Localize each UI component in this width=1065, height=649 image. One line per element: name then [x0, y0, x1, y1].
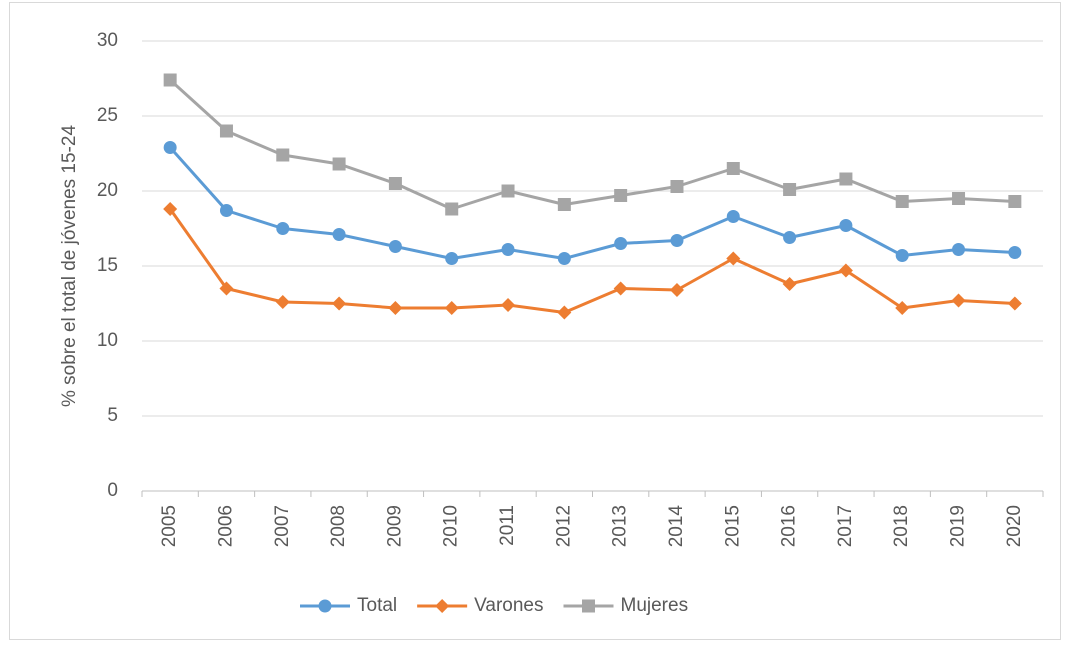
marker	[726, 251, 741, 266]
marker	[838, 263, 853, 278]
marker	[501, 243, 515, 256]
marker	[388, 240, 402, 253]
x-tick-label: 2009	[384, 505, 405, 547]
marker	[669, 283, 684, 297]
marker	[582, 599, 595, 613]
marker	[952, 192, 966, 205]
x-tick-label: 2007	[272, 505, 293, 547]
marker	[726, 210, 740, 223]
legend-item: Mujeres	[563, 595, 689, 616]
marker	[388, 177, 402, 190]
marker	[895, 249, 909, 262]
marker	[952, 243, 966, 256]
marker	[219, 281, 234, 296]
x-tick-label: 2019	[948, 505, 969, 547]
legend-label: Mujeres	[621, 595, 689, 616]
x-tick-label: 2015	[722, 505, 743, 547]
marker	[388, 301, 403, 315]
marker	[501, 184, 515, 198]
marker	[670, 234, 684, 247]
x-tick-label: 2012	[553, 505, 574, 547]
marker	[219, 124, 233, 138]
marker	[445, 202, 459, 216]
marker	[276, 148, 290, 162]
marker	[501, 298, 516, 312]
y-tick-label: 30	[97, 30, 118, 51]
marker	[614, 237, 628, 250]
marker	[1008, 195, 1022, 208]
marker	[951, 293, 966, 308]
marker	[219, 204, 233, 217]
marker	[445, 252, 459, 265]
x-tick-label: 2013	[610, 505, 631, 547]
marker	[444, 301, 459, 315]
marker	[839, 172, 853, 186]
legend-item: Varones	[417, 595, 544, 616]
series-line	[168, 208, 1015, 314]
marker	[839, 219, 853, 232]
marker	[726, 162, 740, 175]
chart-border	[9, 2, 1061, 640]
marker	[163, 202, 178, 216]
marker	[318, 599, 332, 613]
marker	[332, 157, 346, 171]
marker	[275, 295, 290, 309]
marker	[613, 281, 628, 296]
marker	[557, 305, 572, 320]
marker	[435, 599, 450, 613]
marker	[276, 222, 290, 235]
x-tick-label: 2008	[328, 505, 349, 547]
x-tick-label: 2010	[441, 505, 462, 547]
marker	[783, 231, 797, 244]
x-tick-label: 2016	[779, 505, 800, 547]
marker	[614, 189, 628, 202]
marker	[163, 141, 177, 154]
marker	[1008, 246, 1022, 259]
marker	[782, 277, 797, 291]
marker	[332, 228, 346, 241]
x-tick-label: 2020	[1004, 505, 1025, 547]
series-line	[169, 146, 1015, 260]
marker	[895, 301, 910, 315]
marker	[783, 183, 797, 196]
x-tick-label: 2011	[497, 505, 518, 546]
x-tick-label: 2017	[835, 505, 856, 547]
y-tick-label: 25	[97, 105, 118, 126]
x-tick-label: 2005	[159, 505, 180, 547]
marker	[670, 180, 684, 193]
marker	[1007, 296, 1022, 311]
x-tick-label: 2006	[215, 505, 236, 547]
marker	[557, 252, 571, 265]
marker	[163, 73, 177, 87]
y-tick-label: 0	[107, 480, 118, 501]
x-tick-label: 2014	[666, 505, 687, 548]
y-axis-label: % sobre el total de jóvenes 15-24	[59, 125, 80, 407]
x-tick-label: 2018	[891, 505, 912, 547]
marker	[895, 195, 909, 208]
y-tick-label: 15	[97, 255, 118, 276]
legend-item: Total	[300, 595, 397, 616]
legend-label: Varones	[474, 595, 543, 616]
marker	[332, 296, 347, 311]
legend-label: Total	[357, 595, 397, 616]
marker	[557, 198, 571, 211]
y-tick-label: 20	[97, 180, 118, 201]
y-tick-label: 10	[97, 330, 118, 351]
y-tick-label: 5	[107, 405, 118, 426]
series-line	[169, 78, 1015, 211]
